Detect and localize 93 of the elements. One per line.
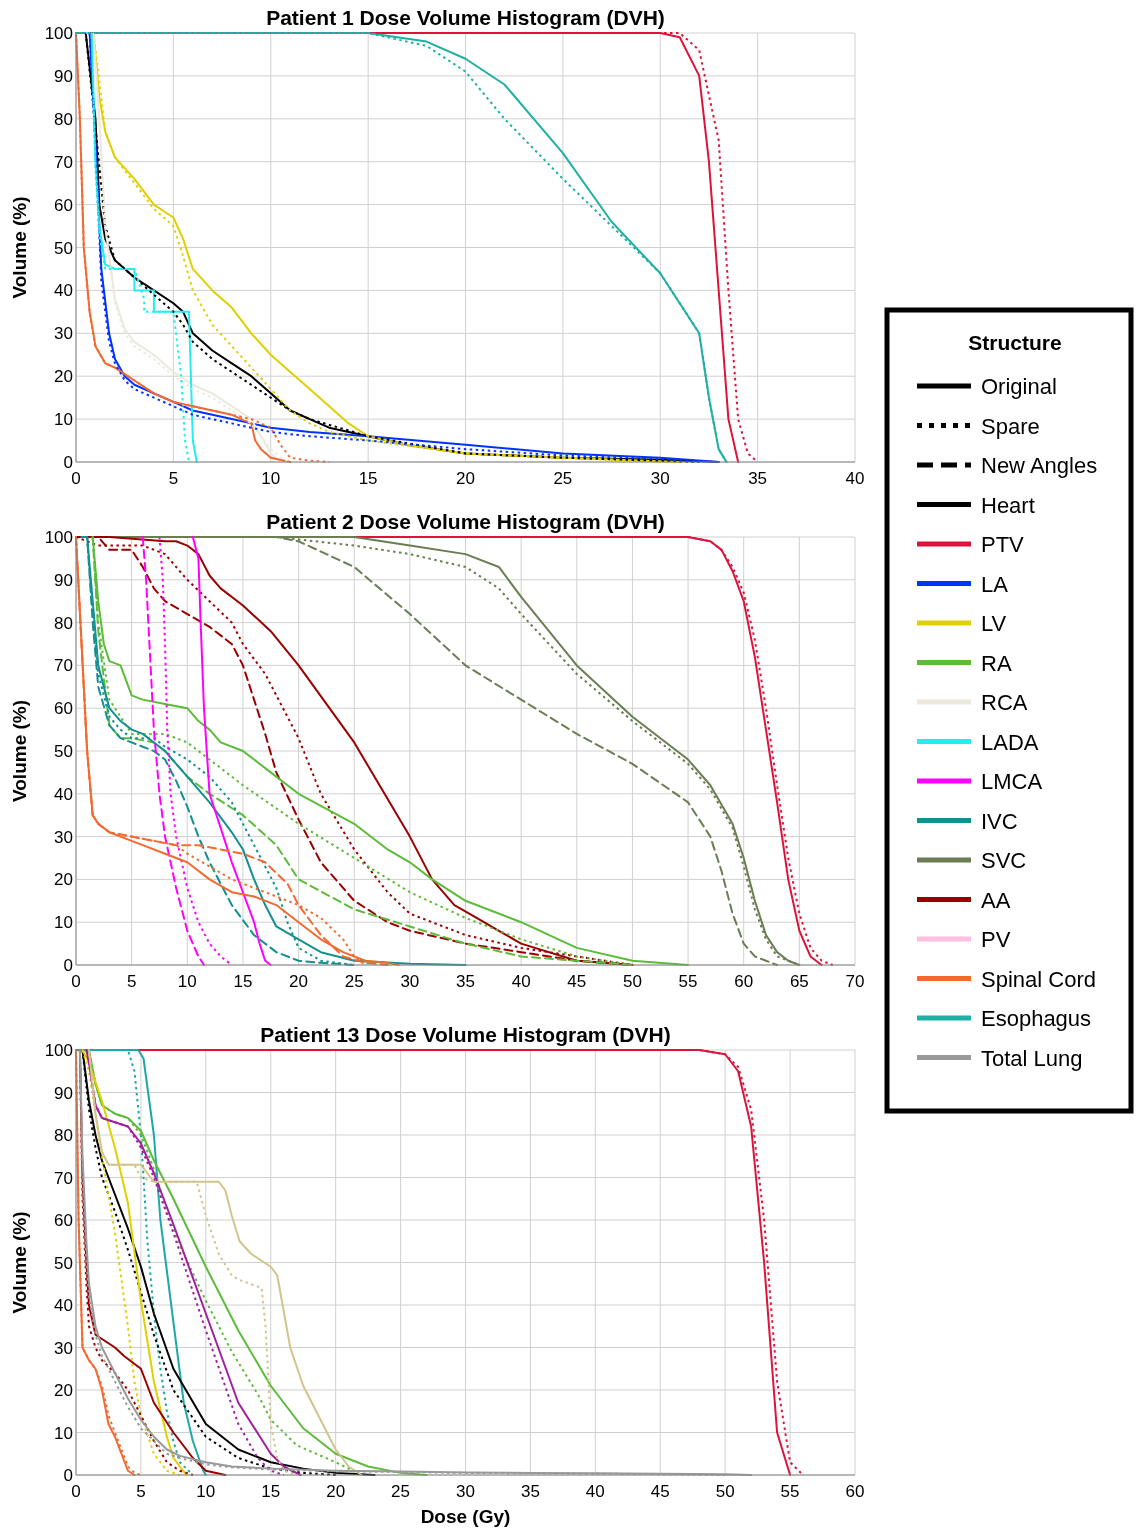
y-tick-label: 20 (54, 870, 73, 890)
y-tick-label: 40 (54, 1296, 73, 1315)
legend-label: LV (981, 611, 1007, 636)
x-tick-label: 15 (261, 1482, 281, 1501)
x-tick-label: 50 (715, 1482, 735, 1501)
y-tick-label: 100 (44, 24, 73, 43)
y-tick-label: 90 (54, 66, 73, 86)
x-tick-label: 5 (136, 1482, 146, 1501)
x-tick-label: 65 (789, 972, 809, 991)
legend-label: RA (981, 650, 1012, 676)
y-tick-label: 80 (54, 613, 73, 633)
legend-label: Heart (981, 492, 1035, 518)
x-tick-label: 35 (748, 469, 768, 488)
legend-label: AA (981, 887, 1011, 913)
y-tick-label: 90 (54, 1083, 73, 1103)
y-tick-label: 60 (54, 195, 73, 215)
x-tick-label: 25 (344, 972, 364, 991)
x-tick-label: 60 (845, 1482, 865, 1501)
y-axis-title: Volume (%) (9, 699, 30, 803)
y-axis-title: Volume (%) (9, 1211, 30, 1314)
y-tick-label: 10 (54, 1423, 73, 1443)
x-tick-label: 50 (622, 972, 642, 991)
chart-title: Patient 2 Dose Volume Histogram (DVH) (266, 510, 665, 533)
y-tick-label: 40 (54, 784, 73, 804)
y-axis-title: Volume (%) (9, 196, 30, 299)
y-tick-label: 60 (54, 699, 73, 719)
x-tick-label: 45 (650, 1482, 670, 1501)
y-tick-label: 50 (54, 238, 73, 258)
y-tick-label: 60 (54, 1211, 73, 1230)
x-tick-label: 60 (734, 972, 754, 991)
x-axis-title: Dose (Gy) (420, 1506, 511, 1527)
y-tick-label: 50 (54, 1253, 73, 1273)
chart-title: Patient 13 Dose Volume Histogram (DVH) (260, 1023, 671, 1046)
x-tick-label: 40 (511, 972, 531, 991)
y-tick-label: 70 (54, 1168, 73, 1188)
legend-label: LA (981, 571, 1009, 597)
y-tick-label: 30 (54, 1338, 73, 1358)
legend-title: Structure (968, 331, 1062, 354)
legend-label: New Angles (981, 453, 1098, 478)
x-tick-label: 40 (585, 1482, 605, 1501)
x-tick-label: 5 (168, 469, 179, 488)
x-tick-label: 30 (650, 469, 670, 488)
x-tick-label: 15 (233, 972, 253, 991)
legend-label: Spinal Cord (981, 966, 1096, 992)
legend-label: PV (981, 927, 1011, 952)
legend-label: LMCA (981, 769, 1043, 794)
y-tick-label: 20 (54, 367, 73, 387)
y-tick-label: 0 (63, 1466, 73, 1485)
x-tick-label: 5 (126, 972, 137, 991)
x-tick-label: 55 (780, 1482, 800, 1501)
y-tick-label: 0 (63, 956, 73, 975)
x-tick-label: 40 (845, 469, 865, 488)
x-tick-label: 10 (261, 469, 281, 488)
chart-title: Patient 1 Dose Volume Histogram (DVH) (266, 6, 665, 29)
y-tick-label: 30 (54, 827, 73, 847)
x-tick-label: 25 (391, 1482, 411, 1501)
legend-label: Original (981, 374, 1057, 399)
legend-label: Spare (981, 413, 1040, 439)
y-tick-label: 80 (54, 109, 73, 129)
x-tick-label: 25 (553, 469, 573, 488)
x-tick-label: 20 (289, 972, 309, 991)
y-tick-label: 10 (54, 410, 73, 430)
x-tick-label: 20 (326, 1482, 346, 1501)
x-tick-label: 70 (845, 972, 865, 991)
y-tick-label: 10 (54, 913, 73, 933)
y-tick-label: 80 (54, 1126, 73, 1145)
y-tick-label: 20 (54, 1381, 73, 1400)
y-tick-label: 70 (54, 152, 73, 172)
x-tick-label: 30 (456, 1482, 475, 1501)
x-tick-label: 35 (520, 1482, 540, 1501)
legend-label: IVC (981, 808, 1018, 834)
x-tick-label: 45 (567, 972, 587, 991)
legend-label: Total Lung (981, 1045, 1083, 1071)
legend-label: SVC (981, 848, 1027, 873)
legend-label: PTV (981, 532, 1025, 557)
y-tick-label: 50 (54, 742, 73, 761)
x-tick-label: 20 (456, 469, 475, 488)
y-tick-label: 40 (54, 281, 73, 301)
x-tick-label: 35 (456, 972, 475, 991)
y-tick-label: 90 (54, 570, 73, 590)
x-tick-label: 30 (400, 972, 420, 991)
y-tick-label: 100 (44, 528, 73, 547)
x-tick-label: 10 (196, 1482, 216, 1501)
y-tick-label: 70 (54, 656, 73, 676)
y-tick-label: 30 (54, 324, 73, 344)
legend-label: RCA (981, 690, 1028, 715)
x-tick-label: 15 (358, 469, 378, 488)
x-tick-label: 10 (177, 972, 197, 991)
y-tick-label: 100 (44, 1041, 73, 1060)
x-tick-label: 55 (678, 972, 698, 991)
legend-label: LADA (981, 729, 1039, 755)
legend-label: Esophagus (981, 1006, 1092, 1031)
y-tick-label: 0 (63, 453, 73, 472)
